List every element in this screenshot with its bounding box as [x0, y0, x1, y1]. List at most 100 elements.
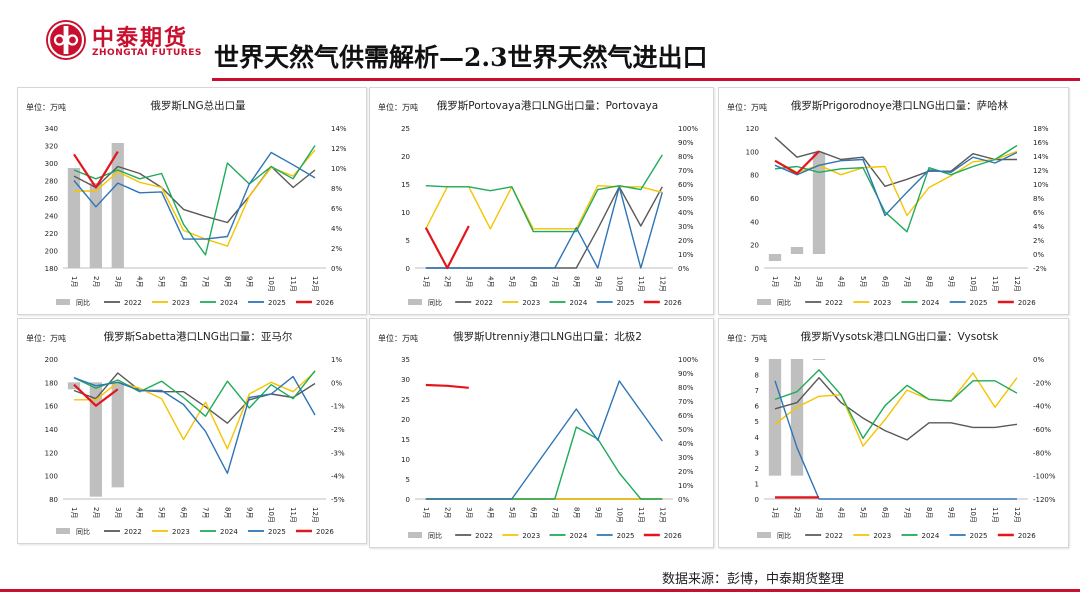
month-label: 8月	[925, 276, 933, 287]
right-tick-label: 90%	[678, 139, 694, 147]
series-line-2024	[425, 426, 663, 500]
right-tick-label: 12%	[331, 145, 347, 153]
legend-label: 2025	[617, 299, 635, 307]
month-label: 8月	[223, 507, 231, 518]
left-tick-label: 40	[750, 218, 759, 226]
chart-panel-portovaya: 单位：万吨 俄罗斯Portovaya港口LNG出口量：Portovaya 0 5 10 1…	[369, 87, 714, 315]
legend-label: 2023	[172, 299, 190, 307]
bottom-divider	[0, 589, 1080, 592]
legend-label: 2022	[124, 299, 142, 307]
right-tick-label: 4%	[1033, 223, 1044, 231]
unit-label: 单位：万吨	[26, 102, 66, 112]
month-label: 5月	[859, 276, 867, 287]
right-tick-label: 20%	[678, 237, 694, 245]
month-label: 3月	[465, 276, 473, 287]
month-label: 2月	[443, 507, 451, 518]
month-label: 12月	[1013, 507, 1021, 523]
legend-label: 2022	[825, 299, 843, 307]
left-tick-label: 320	[45, 143, 58, 151]
unit-label: 单位：万吨	[378, 333, 418, 343]
series-line-2024	[774, 144, 1018, 233]
right-tick-label: 10%	[678, 482, 694, 490]
chart-svg: 单位：万吨 俄罗斯Vysotsk港口LNG出口量：Vysotsk 0 1 2 3 4 5 6 7 8…	[727, 330, 1056, 540]
month-label: 11月	[289, 276, 297, 292]
series-line-2025	[774, 151, 1018, 217]
right-tick-label: 50%	[678, 426, 694, 434]
legend-label: 2024	[220, 528, 238, 536]
page-title: 世界天然气供需解析—2.3世界天然气进出口	[214, 43, 708, 72]
month-label: 1月	[771, 507, 779, 518]
legend-label: 2023	[172, 528, 190, 536]
right-tick-label: -120%	[1033, 496, 1056, 504]
left-tick-label: 200	[45, 248, 58, 256]
right-tick-label: 18%	[1033, 125, 1049, 133]
month-label: 3月	[114, 507, 122, 518]
chart-panel-vysotsk: 单位：万吨 俄罗斯Vysotsk港口LNG出口量：Vysotsk 0 1 2 3 4 5 6 7 8…	[718, 318, 1069, 548]
month-label: 8月	[925, 507, 933, 518]
legend-label: 2025	[268, 299, 286, 307]
left-tick-label: 15	[401, 181, 410, 189]
left-tick-label: 15	[401, 436, 410, 444]
chart-title: 俄罗斯Vysotsk港口LNG出口量：Vysotsk	[801, 330, 1000, 343]
month-label: 5月	[158, 507, 166, 518]
left-tick-label: 35	[401, 356, 410, 364]
right-tick-label: -3%	[331, 449, 345, 457]
legend-swatch-yoy	[56, 299, 70, 305]
left-tick-label: 60	[750, 195, 759, 203]
chart-svg: 单位：万吨 俄罗斯Utrenniy港口LNG出口量：北极2051015202530…	[378, 330, 698, 540]
month-label: 8月	[223, 276, 231, 287]
month-label: 3月	[815, 507, 823, 518]
series-line-2026	[73, 151, 119, 189]
brand-name-cn: 中泰期货	[92, 26, 189, 51]
month-label: 12月	[311, 507, 319, 523]
right-tick-label: 60%	[678, 181, 694, 189]
right-tick-label: 12%	[1033, 167, 1049, 175]
left-tick-label: 20	[401, 153, 410, 161]
left-tick-label: 120	[45, 449, 58, 457]
left-tick-label: 5	[406, 237, 410, 245]
month-label: 2月	[443, 276, 451, 287]
left-tick-label: 200	[45, 356, 58, 364]
chart-panel-sabetta: 单位：万吨 俄罗斯Sabetta港口LNG出口量：亚马尔 80 100 120 140 16…	[17, 318, 367, 544]
right-tick-label: -2%	[331, 426, 345, 434]
right-tick-label: -4%	[331, 473, 345, 481]
left-tick-label: 25	[401, 396, 410, 404]
month-label: 7月	[903, 507, 911, 518]
left-tick-label: 10	[401, 209, 410, 217]
left-tick-label: 3	[755, 449, 759, 457]
left-tick-label: 0	[406, 265, 410, 273]
legend-label: 2025	[268, 528, 286, 536]
right-tick-label: 70%	[678, 398, 694, 406]
right-tick-label: 20%	[678, 468, 694, 476]
right-tick-label: 40%	[678, 209, 694, 217]
left-tick-label: 220	[45, 230, 58, 238]
legend-label: 2026	[664, 299, 682, 307]
month-label: 6月	[180, 507, 188, 518]
month-label: 11月	[637, 507, 645, 523]
legend-label: 2022	[475, 532, 493, 540]
month-label: 9月	[947, 276, 955, 287]
legend-label: 2026	[664, 532, 682, 540]
month-label: 12月	[1013, 276, 1021, 292]
left-tick-label: 9	[755, 356, 759, 364]
month-label: 2月	[793, 507, 801, 518]
legend-label: 2026	[316, 299, 334, 307]
month-label: 7月	[551, 276, 559, 287]
chart-panel-total-lng: 单位：万吨 俄罗斯LNG总出口量 180 200 220 240 260 280 300 320 3…	[17, 87, 367, 315]
right-tick-label: 0%	[1033, 356, 1044, 364]
left-tick-label: 180	[45, 265, 58, 273]
yoy-bar	[768, 359, 782, 476]
right-tick-label: -80%	[1033, 449, 1051, 457]
series-line-2022	[774, 377, 1018, 441]
left-tick-label: 280	[45, 178, 58, 186]
left-tick-label: 240	[45, 213, 58, 221]
month-label: 11月	[637, 276, 645, 292]
legend-label: 2023	[522, 532, 540, 540]
month-label: 9月	[594, 276, 602, 287]
legend-label: 同比	[777, 298, 791, 307]
right-tick-label: 80%	[678, 153, 694, 161]
left-tick-label: 25	[401, 125, 410, 133]
month-label: 11月	[289, 507, 297, 523]
month-label: 6月	[529, 507, 537, 518]
left-tick-label: 180	[45, 379, 58, 387]
